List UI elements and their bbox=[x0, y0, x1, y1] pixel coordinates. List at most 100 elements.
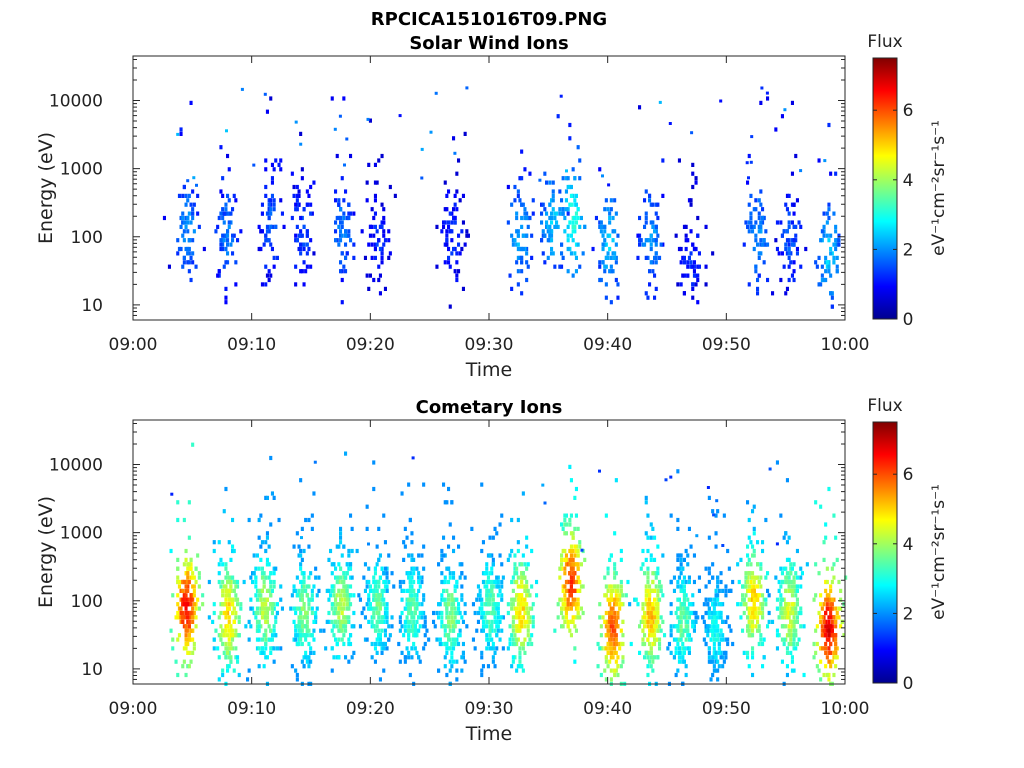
heatmap-cell bbox=[679, 628, 683, 633]
heatmap-cell bbox=[422, 544, 426, 549]
heatmap-cell bbox=[229, 646, 233, 651]
heatmap-cell bbox=[827, 615, 831, 620]
heatmap-cell bbox=[305, 624, 309, 629]
heatmap-cell bbox=[684, 628, 688, 633]
heatmap-cell bbox=[599, 633, 603, 638]
heatmap-cell bbox=[832, 255, 836, 260]
heatmap-cell bbox=[410, 624, 414, 629]
heatmap-cell bbox=[403, 624, 407, 629]
heatmap-cell bbox=[515, 593, 519, 598]
heatmap-cell bbox=[267, 637, 271, 642]
heatmap-cell bbox=[501, 615, 505, 620]
heatmap-cell bbox=[227, 655, 231, 660]
heatmap-cell bbox=[332, 655, 336, 660]
heatmap-cell bbox=[382, 229, 386, 234]
heatmap-cell bbox=[804, 246, 808, 252]
heatmap-cell bbox=[598, 264, 602, 269]
heatmap-cell bbox=[295, 184, 299, 190]
heatmap-cell bbox=[511, 242, 515, 247]
heatmap-cell bbox=[834, 641, 838, 647]
heatmap-cell bbox=[787, 238, 791, 243]
heatmap-cell bbox=[787, 584, 791, 589]
heatmap-cell bbox=[563, 619, 567, 624]
heatmap-cell bbox=[819, 238, 823, 243]
heatmap-cell bbox=[787, 255, 791, 260]
heatmap-cell bbox=[495, 602, 499, 607]
heatmap-cell bbox=[496, 610, 500, 616]
heatmap-cell bbox=[761, 548, 765, 554]
heatmap-cell bbox=[682, 615, 686, 620]
heatmap-cell bbox=[787, 579, 791, 585]
heatmap-cell bbox=[294, 637, 298, 642]
panel1-colorbar-title: Flux bbox=[867, 32, 902, 52]
heatmap-cell bbox=[751, 229, 755, 234]
heatmap-cell bbox=[330, 562, 334, 567]
heatmap-cell bbox=[448, 264, 452, 269]
heatmap-cell bbox=[653, 588, 657, 593]
heatmap-cell bbox=[764, 575, 768, 580]
heatmap-cell bbox=[231, 548, 235, 554]
heatmap-cell bbox=[525, 251, 529, 256]
heatmap-cell bbox=[260, 282, 264, 287]
heatmap-cell bbox=[182, 593, 186, 598]
heatmap-cell bbox=[442, 597, 446, 602]
heatmap-cell bbox=[654, 606, 658, 611]
heatmap-cell bbox=[530, 584, 534, 589]
heatmap-cell bbox=[654, 575, 658, 580]
heatmap-cell bbox=[792, 637, 796, 642]
heatmap-cell bbox=[546, 224, 550, 229]
heatmap-cell bbox=[701, 615, 705, 620]
heatmap-cell bbox=[785, 207, 789, 212]
heatmap-cell bbox=[566, 588, 570, 593]
heatmap-cell bbox=[297, 553, 301, 558]
heatmap-cell bbox=[609, 300, 613, 305]
heatmap-cell bbox=[192, 641, 196, 647]
heatmap-cell bbox=[707, 659, 711, 664]
heatmap-cell bbox=[300, 588, 304, 593]
heatmap-cell bbox=[649, 522, 653, 527]
heatmap-cell bbox=[478, 606, 482, 611]
heatmap-cell bbox=[747, 229, 751, 234]
heatmap-cell bbox=[784, 624, 788, 629]
heatmap-cell bbox=[294, 202, 298, 207]
heatmap-cell bbox=[176, 500, 180, 505]
heatmap-cell bbox=[457, 242, 461, 247]
heatmap-cell bbox=[435, 637, 439, 642]
heatmap-cell bbox=[613, 619, 617, 624]
heatmap-cell bbox=[408, 606, 412, 611]
heatmap-cell bbox=[747, 517, 751, 523]
heatmap-cell bbox=[560, 606, 564, 611]
heatmap-cell bbox=[782, 229, 786, 234]
heatmap-cell bbox=[299, 246, 303, 252]
heatmap-cell bbox=[523, 597, 527, 602]
heatmap-cell bbox=[573, 562, 577, 567]
heatmap-cell bbox=[375, 610, 379, 616]
heatmap-cell bbox=[704, 584, 708, 589]
heatmap-cell bbox=[226, 650, 230, 655]
heatmap-cell bbox=[412, 571, 416, 576]
heatmap-cell bbox=[550, 251, 554, 256]
heatmap-cell bbox=[606, 664, 610, 669]
heatmap-cell bbox=[761, 215, 765, 221]
heatmap-cell bbox=[746, 500, 750, 505]
heatmap-cell bbox=[714, 597, 718, 602]
heatmap-cell bbox=[515, 579, 519, 585]
heatmap-cell bbox=[383, 641, 387, 647]
heatmap-cell bbox=[176, 238, 180, 243]
heatmap-cell bbox=[440, 641, 444, 647]
heatmap-cell bbox=[224, 202, 228, 207]
heatmap-cell bbox=[752, 553, 756, 558]
heatmap-cell bbox=[226, 633, 230, 638]
heatmap-cell bbox=[294, 606, 298, 611]
heatmap-cell bbox=[310, 211, 314, 216]
heatmap-cell bbox=[460, 668, 464, 673]
heatmap-cell bbox=[234, 610, 238, 616]
heatmap-cell bbox=[521, 571, 525, 576]
heatmap-cell bbox=[257, 646, 261, 651]
heatmap-cell bbox=[520, 624, 524, 629]
heatmap-cell bbox=[383, 628, 387, 633]
heatmap-cell bbox=[651, 269, 655, 274]
heatmap-cell bbox=[609, 610, 613, 616]
heatmap-cell bbox=[452, 637, 456, 642]
